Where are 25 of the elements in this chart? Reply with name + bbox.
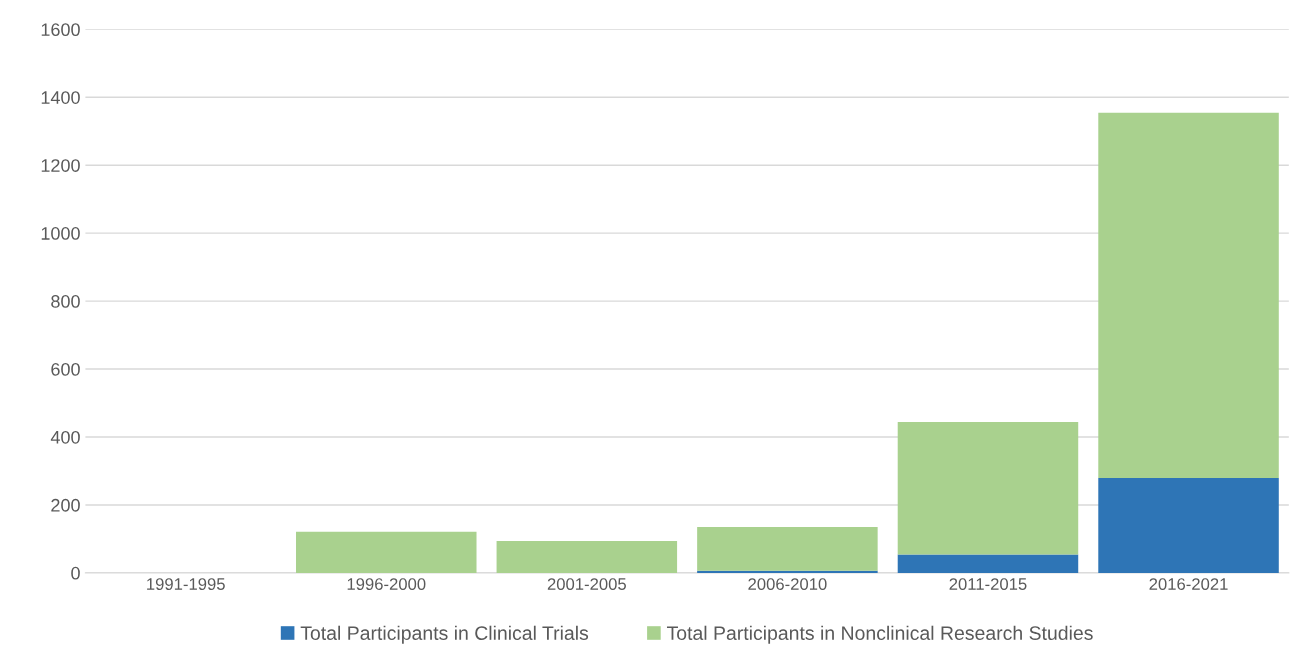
y-tick-label: 600 [51, 362, 80, 376]
x-tick-label: 2001-2005 [547, 578, 626, 590]
x-tick-label: 2016-2021 [1149, 578, 1228, 590]
y-tick-label: 1000 [41, 227, 80, 240]
bar [697, 527, 878, 571]
x-tick-label: 2011-2015 [949, 578, 1027, 590]
bar [296, 531, 477, 573]
legend-label: Total Participants in Clinical Trials [300, 625, 589, 644]
y-tick-label: 200 [51, 498, 80, 512]
y-tick-label: 400 [50, 430, 80, 444]
bar [897, 422, 1079, 555]
bar [1098, 478, 1279, 573]
y-tick-label: 1400 [41, 91, 80, 104]
y-tick-label: 1200 [41, 159, 80, 172]
y-tick-label: 1600 [41, 23, 80, 37]
bar [897, 554, 1079, 573]
x-tick-label: 1996-2000 [347, 578, 426, 590]
legend-label: Total Participants in Nonclinical Research Studies [666, 625, 1093, 644]
y-tick-label: 0 [71, 566, 80, 580]
bar [1098, 112, 1279, 479]
x-tick-label: 2006-2010 [748, 578, 827, 590]
x-tick-label: 1991-1995 [147, 578, 225, 590]
bar [697, 570, 878, 573]
y-tick-label: 800 [51, 295, 80, 308]
bar [496, 540, 678, 573]
